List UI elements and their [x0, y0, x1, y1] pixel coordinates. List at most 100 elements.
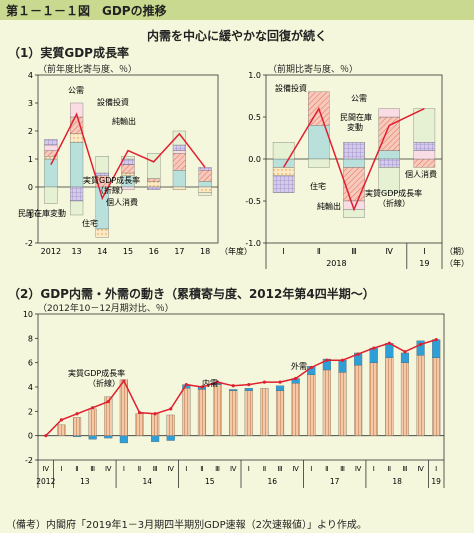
cumulative-gdp-marker — [418, 342, 423, 347]
annual-bar-net_exports — [172, 130, 187, 146]
cumulative-xtick-label: Ⅳ — [167, 465, 174, 473]
annual-ytick-label: -1 — [25, 211, 33, 220]
annual-bar-public — [69, 102, 84, 118]
quarterly-gdp-line — [282, 106, 425, 212]
cumulative-bar-domestic — [197, 389, 207, 436]
cumulative-gdp-marker — [278, 380, 282, 384]
cumulative-gdp-line — [45, 338, 437, 437]
annual-ytick-label: 2 — [28, 127, 33, 136]
annual-bar-equipment — [121, 164, 135, 174]
quarterly-bar-inventory — [413, 142, 436, 151]
cumulative-bar-domestic — [416, 355, 425, 436]
cumulative-bar-domestic — [182, 388, 191, 436]
cumulative-xtick-label: Ⅳ — [355, 465, 362, 473]
quarterly-bar-public — [378, 108, 400, 118]
annual-ytick-label: 1 — [28, 155, 33, 164]
cumulative-bar-external — [72, 435, 82, 438]
annual-bar-net_exports — [69, 200, 84, 216]
quarterly-year-label: 2018 — [326, 259, 346, 268]
annual-bar-inventory — [147, 186, 161, 190]
cumulative-gdp-marker — [372, 346, 376, 350]
cumulative-gdp-marker — [153, 412, 157, 416]
annual-chart-title: （1）実質GDP成長率 — [8, 46, 129, 60]
quarterly-bar-net_exports — [413, 108, 436, 143]
cumulative-bar-external — [369, 347, 378, 363]
cumulative-bar-domestic — [338, 372, 347, 436]
cumulative-bar-external — [88, 435, 97, 440]
cumulative-gdp-marker — [434, 337, 438, 342]
annual-ytick-label: -2 — [25, 239, 33, 248]
annual-bar-public — [121, 186, 135, 190]
label-net-exports: 純輸出 — [112, 116, 136, 126]
cumulative-gdp-marker — [184, 382, 188, 387]
c-label-gdp-growth: 実質GDP成長率 — [68, 368, 125, 378]
quarterly-bar-inventory — [378, 158, 400, 168]
figure-subtitle: 内需を中心に緩やかな回復が続く — [146, 29, 327, 43]
cumulative-bar-external — [338, 360, 347, 373]
cumulative-year-label: 17 — [330, 477, 340, 486]
cumulative-gdp-marker — [403, 350, 407, 354]
annual-chart-unit: （前年度比寄与度、％） — [38, 65, 138, 75]
annual-xtick-label: 2012 — [41, 247, 61, 256]
cumulative-bar-domestic — [322, 369, 331, 436]
quarterly-xtick-label: Ⅳ — [386, 247, 394, 256]
cumulative-ytick-label: -2 — [25, 456, 33, 465]
cumulative-bar-domestic — [166, 414, 175, 436]
quarterly-xtick-label: Ⅲ — [351, 247, 357, 256]
footnote: （備考）内閣府「2019年1－3月期四半期別GDP速報（2次速報値）」より作成。 — [6, 520, 367, 531]
quarterly-ytick-label: 0.0 — [248, 155, 261, 164]
quarterly-bar-equipment — [343, 167, 365, 202]
cumulative-xtick-label: Ⅰ — [248, 465, 250, 473]
figure-title: 第１－１－１図 GDPの推移 — [6, 4, 167, 18]
annual-bar-net_exports — [95, 156, 109, 174]
cumulative-xtick-label: Ⅱ — [263, 465, 266, 473]
cumulative-xtick-label: Ⅰ — [60, 465, 62, 473]
cumulative-xtick-label: Ⅰ — [185, 465, 187, 473]
cumulative-gdp-marker — [262, 380, 267, 384]
annual-xtick-label: 18 — [200, 247, 210, 256]
cumulative-ytick-label: 4 — [28, 383, 33, 392]
header-bar — [0, 0, 474, 20]
cumulative-gdp-marker — [340, 358, 345, 362]
quarterly-xunit: （期） — [445, 247, 469, 256]
annual-bar-inventory — [172, 144, 187, 151]
annual-bar-housing — [172, 186, 187, 190]
cumulative-bar-domestic — [229, 390, 238, 436]
quarterly-xtick-label: Ⅱ — [317, 247, 321, 256]
cumulative-bar-domestic — [151, 413, 160, 436]
cumulative-gdp-marker — [75, 412, 79, 416]
cumulative-gdp-marker — [294, 376, 298, 381]
annual-bar-inventory — [69, 186, 84, 202]
q-label-gdp-growth: 実質GDP成長率 — [365, 188, 422, 198]
q-label-gdp-line-note: （折線） — [378, 198, 410, 208]
cumulative-ytick-label: 10 — [23, 310, 33, 319]
cumulative-ytick-label: 0 — [28, 432, 33, 441]
cumulative-bar-domestic — [385, 357, 394, 436]
annual-bar-consumption — [198, 181, 212, 188]
quarterly-xtick-label: Ⅰ — [282, 247, 284, 256]
cumulative-bar-domestic — [432, 357, 441, 436]
cumulative-xtick-label: Ⅲ — [278, 465, 283, 473]
cumulative-xtick-label: Ⅳ — [417, 465, 424, 473]
cumulative-gdp-marker — [325, 358, 329, 362]
cumulative-xtick-label: Ⅲ — [215, 465, 220, 473]
cumulative-bar-external — [151, 435, 160, 442]
q-label-consumption: 個人消費 — [405, 169, 437, 179]
annual-bar-consumption — [69, 142, 84, 188]
quarterly-ytick-label: -1.0 — [245, 239, 261, 248]
cumulative-chart-unit: （2012年10－12月期対比、％） — [38, 304, 174, 314]
annual-bar-consumption — [172, 170, 187, 188]
cumulative-bar-domestic — [400, 362, 410, 436]
cumulative-bar-domestic — [307, 374, 316, 436]
quarterly-ytick-label: 0.5 — [248, 113, 261, 122]
cumulative-xtick-label: Ⅳ — [292, 465, 299, 473]
cumulative-gdp-marker — [356, 352, 360, 356]
cumulative-gdp-marker — [137, 410, 142, 415]
cumulative-year-label: 13 — [80, 477, 90, 486]
cumulative-gdp-marker — [215, 380, 220, 384]
cumulative-bar-external — [432, 339, 441, 358]
annual-bar-net_exports — [121, 156, 135, 160]
label-public: 公需 — [68, 86, 84, 95]
cumulative-gdp-marker — [91, 406, 95, 410]
